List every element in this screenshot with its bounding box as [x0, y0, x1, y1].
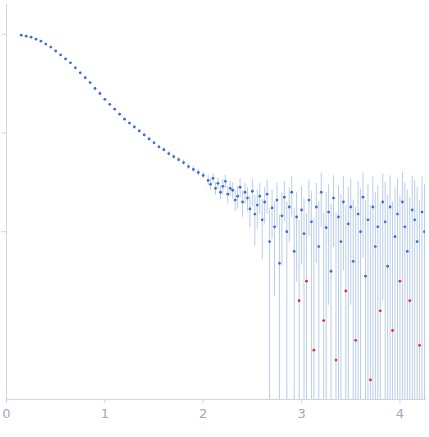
svg-text:1: 1	[101, 406, 109, 421]
svg-text:4: 4	[396, 406, 404, 421]
svg-text:2: 2	[199, 406, 207, 421]
svg-text:0: 0	[2, 406, 10, 421]
svg-text:3: 3	[297, 406, 305, 421]
